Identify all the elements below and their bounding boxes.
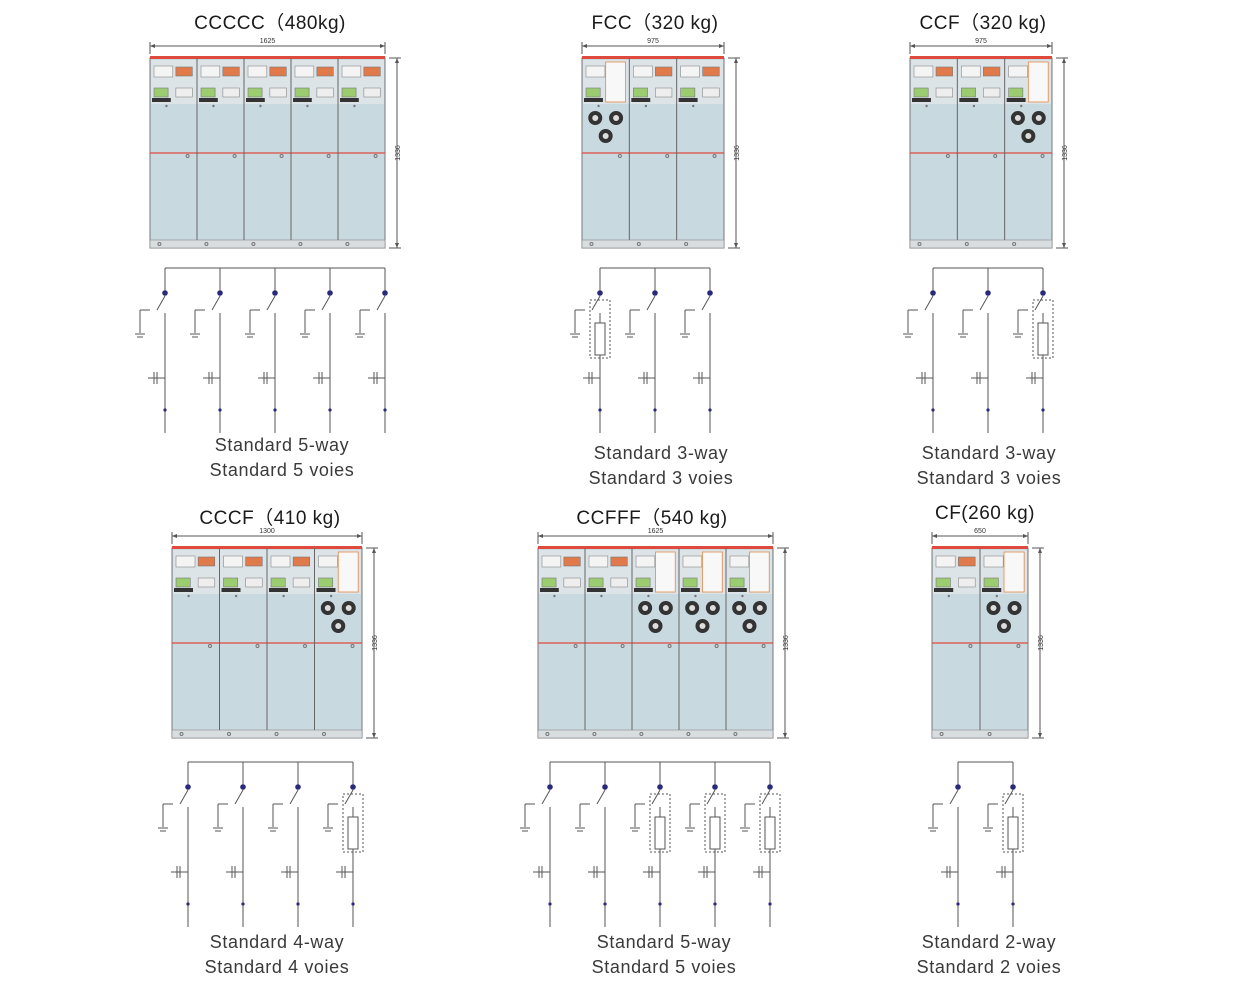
schematic-fcc: [570, 267, 713, 433]
caption-en: Standard 5-way: [596, 932, 732, 952]
width-dimension: 1625: [260, 38, 276, 45]
top-red-strip: [910, 56, 1052, 59]
panel-title-cf: CF(260 kg): [934, 503, 1036, 524]
caption-fcc: Standard 3-way Standard 3 voies: [589, 441, 734, 491]
height-dimension: 1336: [1038, 635, 1045, 651]
cabinet-base: [171, 729, 363, 739]
top-red-strip: [172, 546, 362, 549]
cabinet-ccccc: 1625 1336: [149, 38, 402, 249]
width-dimension: 975: [647, 38, 659, 45]
cabinet-cccf: 1300 1336: [171, 528, 379, 739]
panel-title-cccc: CCCCC（480kg): [194, 13, 346, 34]
width-dimension: 1300: [259, 528, 275, 535]
cabinet-ccf: 975 1336: [909, 38, 1069, 249]
height-dimension: 1336: [395, 145, 402, 161]
cabinet-base: [931, 729, 1029, 739]
schematic-ccf: [903, 267, 1054, 433]
cabinet-cf: 650 1336: [931, 528, 1045, 739]
panel-title-ccfff: CCFFF（540 kg): [576, 508, 728, 529]
height-dimension: 1336: [734, 145, 741, 161]
panel-title-cccf: CCCF（410 kg): [199, 508, 341, 529]
top-red-strip: [582, 56, 724, 59]
cabinet-base: [149, 239, 386, 249]
caption-fr: Standard 4 voies: [204, 957, 350, 977]
width-dimension: 650: [974, 528, 986, 535]
schematic-cccf: [158, 761, 364, 927]
height-dimension: 1336: [372, 635, 379, 651]
caption-fr: Standard 5 voies: [209, 460, 355, 480]
cabinet-fcc: 975 1336: [581, 38, 741, 249]
caption-cccf: Standard 4-way Standard 4 voies: [205, 930, 350, 980]
caption-fr: Standard 5 voies: [591, 957, 737, 977]
caption-ccf: Standard 3-way Standard 3 voies: [917, 441, 1062, 491]
schematic-cf: [928, 761, 1024, 927]
caption-cf: Standard 2-way Standard 2 voies: [917, 930, 1062, 980]
width-dimension: 975: [975, 38, 987, 45]
cabinet-base: [537, 729, 774, 739]
height-dimension: 1336: [1062, 145, 1069, 161]
caption-en: Standard 4-way: [209, 932, 345, 952]
width-dimension: 1625: [648, 528, 664, 535]
caption-en: Standard 5-way: [214, 435, 350, 455]
caption-fr: Standard 3 voies: [588, 468, 734, 488]
cabinet-ccfff: 1625 1336: [537, 528, 790, 739]
caption-fr: Standard 3 voies: [916, 468, 1062, 488]
top-red-strip: [538, 546, 773, 549]
caption-en: Standard 3-way: [593, 443, 729, 463]
cabinet-base: [581, 239, 725, 249]
top-red-strip: [932, 546, 1028, 549]
height-dimension: 1336: [783, 635, 790, 651]
caption-cccc: Standard 5-way Standard 5 voies: [210, 433, 355, 483]
schematic-ccccc: [135, 267, 388, 433]
panel-title-fcc: FCC（320 kg): [591, 13, 719, 34]
schematic-ccfff: [520, 761, 781, 927]
caption-en: Standard 3-way: [921, 443, 1057, 463]
caption-en: Standard 2-way: [921, 932, 1057, 952]
caption-ccfff: Standard 5-way Standard 5 voies: [592, 930, 737, 980]
cabinet-base: [909, 239, 1053, 249]
top-red-strip: [150, 56, 385, 59]
caption-fr: Standard 2 voies: [916, 957, 1062, 977]
panel-title-ccf: CCF（320 kg): [919, 13, 1047, 34]
